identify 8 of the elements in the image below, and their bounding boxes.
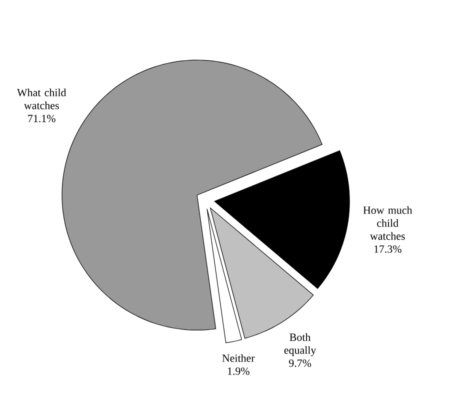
data-label: 71.1% [28,114,56,122]
slice-label: Neither [222,354,255,362]
slice-label: Both equally [284,333,316,356]
data-label: 17.3% [374,245,402,253]
data-label: 1.9% [228,367,250,375]
slice-label: What child watches [16,88,66,110]
data-label: 9.7% [288,359,312,367]
slice-label: How much child watches [363,206,412,240]
